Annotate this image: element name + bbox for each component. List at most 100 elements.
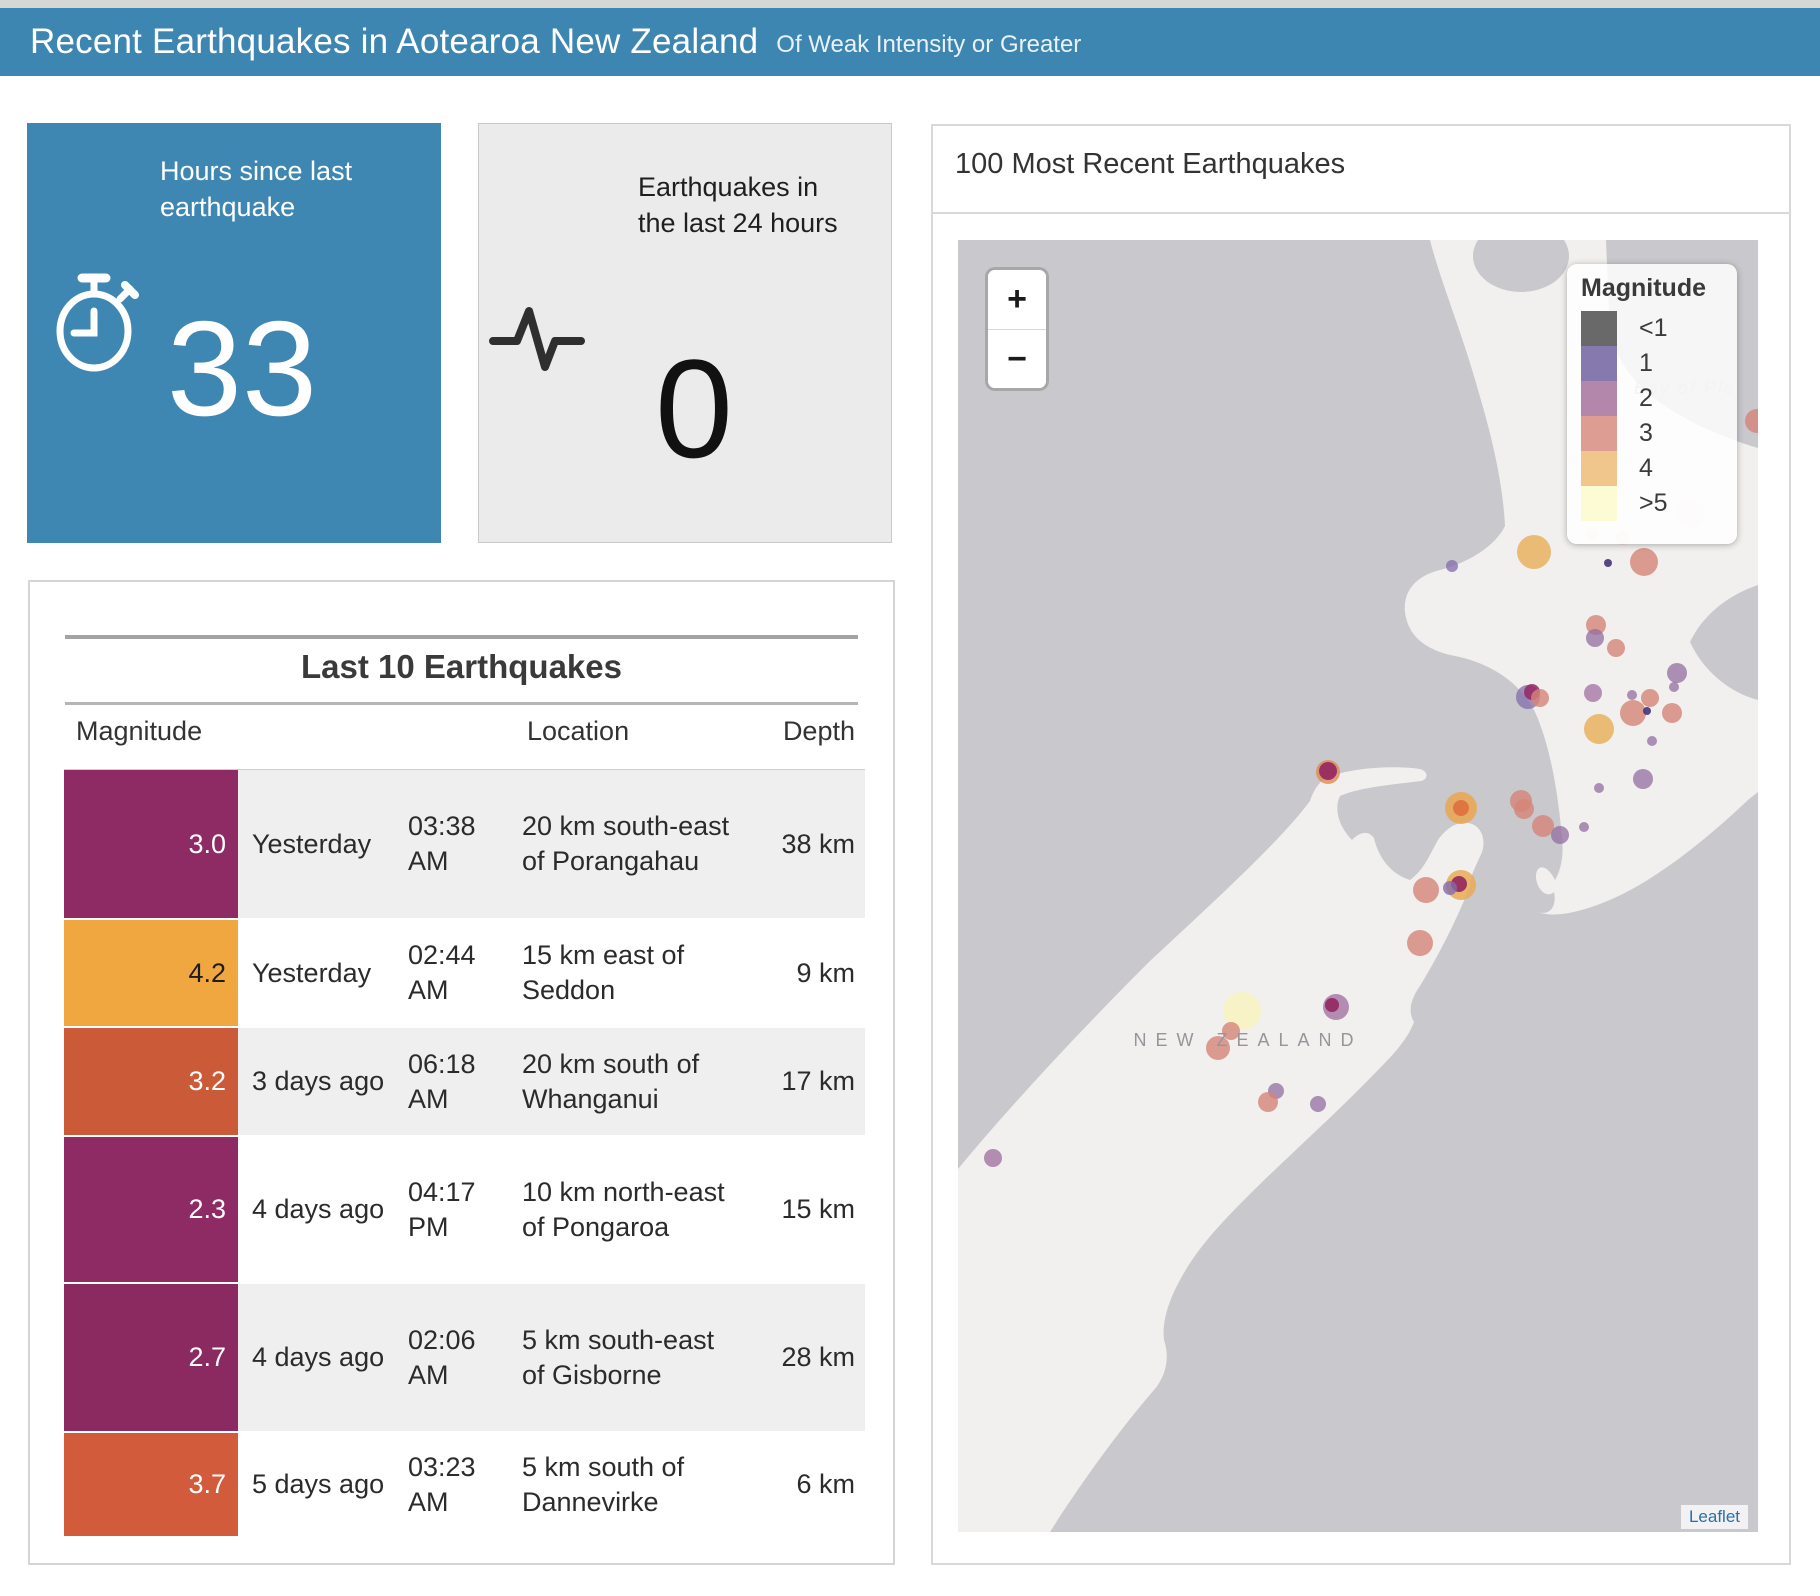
time-cell: 04:17 PM [408, 1176, 476, 1242]
top-strip [0, 0, 1820, 8]
magnitude-cell: 3.2 [64, 1028, 238, 1135]
magnitude-cell: 2.7 [64, 1284, 238, 1431]
earthquake-dot[interactable] [1647, 736, 1657, 746]
legend-swatch [1581, 311, 1617, 346]
table-body: 3.0 Yesterday 03:38 AM 20 km south-east … [64, 769, 865, 1536]
time-cell: 06:18 AM [408, 1048, 476, 1114]
earthquake-dot[interactable] [1630, 548, 1658, 576]
hours-since-label: Hours since last earthquake [160, 156, 353, 222]
legend-swatch [1581, 451, 1617, 486]
new-zealand-label: NEW ZEALAND [1133, 1030, 1363, 1050]
earthquake-dot[interactable] [1532, 815, 1554, 837]
legend-swatch [1581, 416, 1617, 451]
earthquake-dot[interactable] [1662, 703, 1682, 723]
table-row[interactable]: 4.2 Yesterday 02:44 AM 15 km east of Sed… [64, 918, 865, 1026]
divider [933, 212, 1789, 214]
last-24h-card: Earthquakes in the last 24 hours 0 [478, 123, 892, 543]
last-10-earthquakes-panel: Last 10 Earthquakes Magnitude Location D… [28, 580, 895, 1565]
divider [65, 635, 858, 639]
when-cell: 4 days ago [252, 1194, 385, 1224]
earthquake-dot[interactable] [1594, 783, 1604, 793]
earthquake-dot[interactable] [1669, 682, 1679, 692]
zoom-in-button[interactable]: + [988, 270, 1046, 330]
earthquake-dot[interactable] [1641, 689, 1659, 707]
column-header-location: Location [527, 716, 630, 746]
map-zoom-control: + − [985, 267, 1049, 391]
earthquake-dot[interactable] [1514, 799, 1534, 819]
earthquake-dot[interactable] [1325, 998, 1339, 1012]
legend-item: <1 [1581, 311, 1737, 346]
time-cell: 03:23 AM [408, 1451, 476, 1517]
hours-since-card: Hours since last earthquake 33 [27, 123, 441, 543]
page-header: Recent Earthquakes in Aotearoa New Zeala… [0, 8, 1820, 76]
table-title: Last 10 Earthquakes [301, 648, 622, 685]
legend-item: >5 [1581, 486, 1737, 521]
earthquake-dot[interactable] [1643, 707, 1651, 715]
earthquake-dot[interactable] [1517, 535, 1551, 569]
last-24h-label: Earthquakes in the last 24 hours [638, 172, 838, 238]
earthquake-dot[interactable] [1319, 762, 1337, 780]
when-cell: 3 days ago [252, 1066, 385, 1096]
earthquake-dot[interactable] [1579, 822, 1589, 832]
table-row[interactable]: 3.0 Yesterday 03:38 AM 20 km south-east … [64, 770, 865, 918]
column-header-depth: Depth [782, 716, 855, 746]
location-cell: 20 km south of Whanganui [522, 1048, 700, 1114]
leaflet-attribution-link[interactable]: Leaflet [1680, 1505, 1748, 1529]
map-title: 100 Most Recent Earthquakes [955, 148, 1346, 180]
table-row[interactable]: 3.7 5 days ago 03:23 AM 5 km south of Da… [64, 1431, 865, 1536]
legend-item: 4 [1581, 451, 1737, 486]
earthquake-dot[interactable] [1222, 1022, 1240, 1040]
table-row[interactable]: 2.3 4 days ago 04:17 PM 10 km north-east… [64, 1135, 865, 1282]
table-header-row: Magnitude Location Depth [64, 716, 865, 756]
table-row[interactable]: 2.7 4 days ago 02:06 AM 5 km south-east … [64, 1282, 865, 1431]
depth-cell: 15 km [781, 1194, 855, 1224]
legend-item: 2 [1581, 381, 1737, 416]
earthquake-dot[interactable] [1413, 877, 1439, 903]
earthquake-dot[interactable] [1310, 1096, 1326, 1112]
location-cell: 10 km north-east of Pongaroa [522, 1176, 725, 1242]
depth-cell: 17 km [781, 1066, 855, 1096]
time-cell: 03:38 AM [408, 811, 476, 876]
earthquake-dot[interactable] [1443, 881, 1457, 895]
earthquake-dot[interactable] [1446, 560, 1458, 572]
earthquake-dot[interactable] [1584, 714, 1614, 744]
earthquake-dot[interactable] [1586, 629, 1604, 647]
earthquake-dot[interactable] [1627, 690, 1637, 700]
recent-earthquakes-map-panel: 100 Most Recent Earthquakes Bay of Ple N… [931, 124, 1791, 1565]
location-cell: 20 km south-east of Porangahau [522, 811, 730, 876]
earthquake-dot[interactable] [1584, 684, 1602, 702]
page-title: Recent Earthquakes in Aotearoa New Zeala… [30, 22, 759, 61]
depth-cell: 9 km [796, 957, 855, 988]
zoom-out-button[interactable]: − [988, 330, 1046, 388]
earthquake-dot[interactable] [1407, 930, 1433, 956]
magnitude-cell: 3.0 [64, 770, 238, 918]
earthquake-dot[interactable] [1607, 639, 1625, 657]
legend-item: 3 [1581, 416, 1737, 451]
pulse-icon [489, 299, 589, 384]
stopwatch-icon [52, 271, 144, 378]
column-header-magnitude: Magnitude [76, 716, 203, 746]
when-cell: Yesterday [252, 828, 372, 859]
depth-cell: 38 km [781, 828, 855, 859]
earthquake-dot[interactable] [1620, 700, 1646, 726]
time-cell: 02:44 AM [408, 940, 476, 1005]
earthquake-dot[interactable] [1258, 1092, 1278, 1112]
earthquake-dot[interactable] [1745, 409, 1758, 433]
map-canvas[interactable]: Bay of Ple NEW ZEALAND Magnitude <1 1 2 [958, 240, 1758, 1532]
legend-item: 1 [1581, 346, 1737, 381]
earthquake-dot[interactable] [1633, 769, 1653, 789]
earthquake-dot[interactable] [1453, 800, 1469, 816]
time-cell: 02:06 AM [408, 1324, 476, 1390]
magnitude-cell: 4.2 [64, 920, 238, 1026]
depth-cell: 28 km [781, 1342, 855, 1372]
earthquake-dot[interactable] [1551, 826, 1569, 844]
divider [65, 702, 858, 705]
earthquake-dot[interactable] [1531, 689, 1549, 707]
table-row[interactable]: 3.2 3 days ago 06:18 AM 20 km south of W… [64, 1026, 865, 1135]
earthquake-dot[interactable] [1604, 559, 1612, 567]
earthquake-dot[interactable] [1206, 1036, 1230, 1060]
magnitude-legend: Magnitude <1 1 2 3 [1567, 264, 1737, 544]
earthquake-dot[interactable] [984, 1149, 1002, 1167]
earthquake-dot[interactable] [1667, 663, 1687, 683]
